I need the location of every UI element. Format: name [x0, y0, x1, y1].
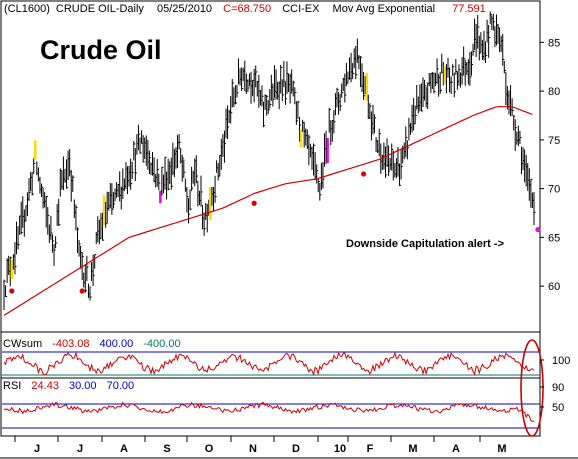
rsi-value: 24.43 [31, 380, 59, 392]
price-tick-label: 70 [548, 184, 560, 196]
cwsum-lower-value: -400.00 [143, 338, 180, 350]
price-tick-label: 80 [548, 86, 560, 98]
signal-dot [360, 171, 367, 177]
x-tick-label: M [408, 443, 417, 455]
rsi-upper-value: 70.00 [107, 380, 135, 392]
signal-dots [9, 171, 541, 294]
signal-dot [9, 288, 15, 294]
signal-dot [251, 200, 257, 206]
price-bars [3, 11, 536, 310]
price-tick-label: 85 [548, 37, 560, 49]
x-tick-label: A [452, 443, 460, 455]
price-tick-label: 60 [548, 281, 560, 293]
cwsum-label: CWsum [3, 338, 42, 350]
alert-dot [535, 226, 541, 233]
x-tick-label: S [163, 443, 170, 455]
x-tick-label: O [205, 443, 214, 455]
header-name: CRUDE OIL-Daily [56, 3, 145, 15]
header-line: (CL1600) CRUDE OIL-Daily 05/25/2010 C=68… [4, 3, 486, 15]
header-ma-label: Mov Avg Exponential [333, 3, 436, 15]
x-tick-label: F [367, 443, 374, 455]
header-symbol: (CL1600) [4, 3, 50, 15]
header-date: 05/25/2010 [157, 3, 212, 15]
rsi-line [3, 401, 535, 423]
ema-line [3, 106, 533, 316]
rsi-tick-label: 90 [552, 382, 564, 394]
x-tick-label: N [249, 443, 257, 455]
header-close: C=68.750 [223, 3, 271, 15]
price-tick-label: 75 [548, 135, 560, 147]
x-tick-label: D [292, 443, 300, 455]
header-ma-value: 77.591 [452, 3, 486, 15]
alert-ellipse [520, 339, 544, 437]
cwsum-label-line: CWsum -403.08 400.00 -400.00 [3, 338, 181, 350]
rsi-label: RSI [3, 380, 21, 392]
cwsum-axis-ticks: 100 [540, 355, 570, 367]
cwsum-upper-value: 400.00 [100, 338, 134, 350]
chart-title: Crude Oil [40, 35, 162, 65]
alert-annotation: Downside Capitulation alert -> [346, 238, 504, 250]
rsi-axis-ticks: 90 50 [540, 382, 564, 414]
rsi-lower-value: 30.00 [69, 380, 97, 392]
x-tick-label: A [120, 443, 128, 455]
header-indicator: CCI-EX [282, 3, 320, 15]
x-tick-label: J [34, 443, 40, 455]
x-tick-label: J [77, 443, 83, 455]
cwsum-line [3, 351, 535, 377]
x-tick-label: 10 [334, 443, 346, 455]
signal-dot [79, 288, 85, 294]
price-axis-ticks: 85 80 75 70 65 60 [540, 37, 560, 293]
rsi-tick-label: 50 [552, 402, 564, 414]
price-tick-label: 65 [548, 232, 560, 244]
cwsum-value: -403.08 [52, 338, 89, 350]
x-tick-label: M [497, 443, 506, 455]
rsi-label-line: RSI 24.43 30.00 70.00 [3, 380, 134, 392]
x-axis-ticks: J J A S O N D 10 F M A M [14, 436, 507, 455]
cwsum-tick-label: 100 [552, 355, 570, 367]
